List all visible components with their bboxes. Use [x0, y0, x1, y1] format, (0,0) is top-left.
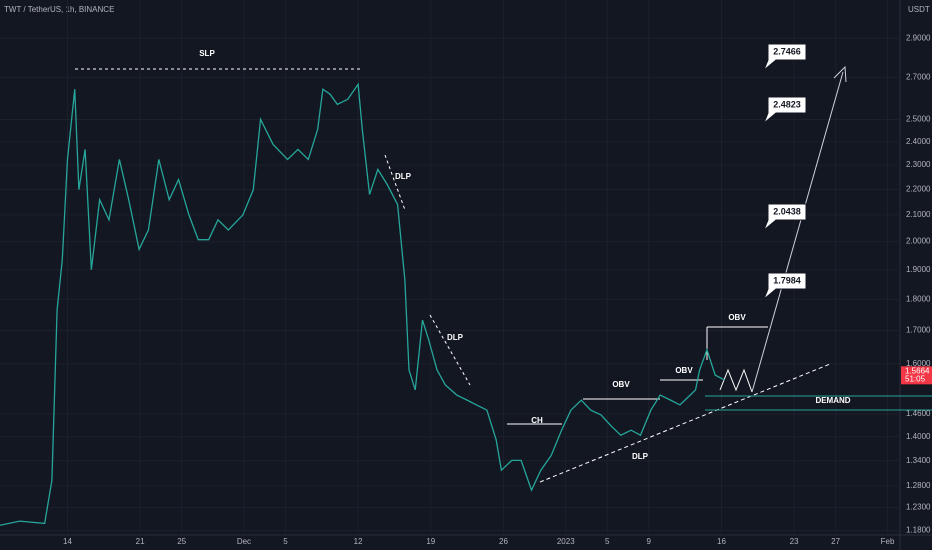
countdown-label: 51:05	[905, 374, 926, 383]
target-label: 2.7466	[773, 46, 801, 56]
targets: 2.7466 2.4823 2.0438 1.7984	[763, 43, 807, 300]
target-box	[763, 43, 807, 71]
annotation-label: CH	[531, 416, 543, 425]
y-tick-label: 1.8000	[906, 294, 931, 303]
y-tick-label: 1.3400	[906, 456, 931, 465]
x-tick-label: 16	[717, 537, 726, 546]
y-tick-label: 1.4000	[906, 432, 931, 441]
target-label: 2.0438	[773, 206, 801, 216]
dlp-line	[429, 314, 471, 386]
y-tick-label: 1.2800	[906, 481, 931, 490]
last-price-label: 1.5664	[905, 366, 930, 375]
chart-title: TWT / TetherUS, 1h, BINANCE	[4, 5, 114, 14]
target-label: 1.7984	[773, 275, 801, 285]
axes: 2.9000 2.7000 2.5000 2.4000 2.3000 2.2000 2.10…	[63, 33, 932, 546]
grid	[0, 0, 900, 535]
zigzag	[719, 368, 753, 393]
y-tick-label: 2.5000	[906, 115, 931, 124]
target-box	[763, 96, 807, 124]
target-box	[763, 272, 807, 300]
y-unit: USDT	[908, 5, 930, 14]
y-tick-label: 2.4000	[906, 137, 931, 146]
x-tick-label: 14	[63, 537, 72, 546]
annotation-label: OBV	[728, 313, 746, 322]
x-tick-label: 5	[283, 537, 288, 546]
y-tick-label: 1.1800	[906, 525, 931, 534]
target-label: 2.4823	[773, 99, 801, 109]
y-tick-label: 1.4600	[906, 409, 931, 418]
x-tick-label: 21	[136, 537, 145, 546]
target-box	[763, 203, 807, 231]
y-tick-label: 1.7000	[906, 326, 931, 335]
x-tick-label: 5	[605, 537, 610, 546]
x-tick-label: 9	[647, 537, 652, 546]
series	[0, 82, 725, 526]
x-tick-label: Feb	[881, 537, 895, 546]
annotations	[75, 65, 932, 483]
y-tick-label: 1.6000	[906, 359, 931, 368]
annotation-label: SLP	[199, 49, 215, 58]
dlp-line	[384, 154, 406, 211]
annotation-label: DLP	[632, 452, 649, 461]
x-tick-label: 27	[831, 537, 840, 546]
y-tick-label: 2.9000	[906, 33, 931, 42]
annotation-label: DEMAND	[815, 396, 850, 405]
x-tick-label: 19	[426, 537, 435, 546]
projection-arrow	[751, 71, 844, 393]
x-tick-label: 2023	[557, 537, 575, 546]
x-tick-label: 25	[177, 537, 186, 546]
x-tick-label: 12	[354, 537, 363, 546]
x-tick-label: Dec	[237, 537, 251, 546]
y-tick-label: 2.1000	[906, 210, 931, 219]
y-tick-label: 2.2000	[906, 185, 931, 194]
annotation-label: OBV	[675, 366, 693, 375]
trend-line	[539, 363, 831, 483]
y-tick-label: 2.0000	[906, 237, 931, 246]
last-price-box	[901, 366, 932, 385]
annotation-labels: SLP DLP DLP CH OBV OBV OBV DLP DEMAND	[199, 49, 851, 461]
x-tick-label: 26	[499, 537, 508, 546]
annotation-label: DLP	[447, 333, 464, 342]
annotation-label: DLP	[395, 172, 412, 181]
y-tick-label: 1.9000	[906, 265, 931, 274]
annotation-label: OBV	[612, 380, 630, 389]
price-line	[0, 82, 725, 526]
y-tick-label: 2.3000	[906, 160, 931, 169]
x-tick-label: 23	[790, 537, 799, 546]
y-tick-label: 1.2300	[906, 503, 931, 512]
y-tick-label: 2.7000	[906, 72, 931, 81]
arrow-head	[833, 65, 847, 83]
